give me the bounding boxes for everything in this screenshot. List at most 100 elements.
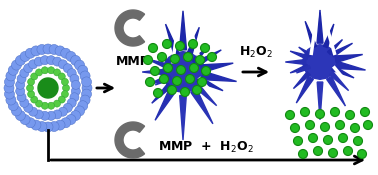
Polygon shape <box>303 45 337 79</box>
Circle shape <box>195 55 204 65</box>
Circle shape <box>70 93 79 102</box>
Circle shape <box>63 103 72 112</box>
Circle shape <box>40 111 50 120</box>
Circle shape <box>324 135 333 145</box>
Circle shape <box>197 78 206 86</box>
Circle shape <box>74 106 85 116</box>
Circle shape <box>61 78 68 85</box>
Circle shape <box>24 64 33 73</box>
Circle shape <box>61 118 71 128</box>
Circle shape <box>31 46 41 56</box>
Circle shape <box>48 67 55 74</box>
Polygon shape <box>163 52 203 92</box>
Polygon shape <box>296 76 313 103</box>
Circle shape <box>55 46 65 56</box>
Circle shape <box>67 69 76 78</box>
Polygon shape <box>327 40 342 55</box>
Circle shape <box>82 83 92 93</box>
Polygon shape <box>296 65 310 73</box>
Text: MMP  +  H$_2$O$_2$: MMP + H$_2$O$_2$ <box>158 139 254 155</box>
Circle shape <box>163 40 172 48</box>
Circle shape <box>82 89 91 99</box>
Circle shape <box>71 111 81 121</box>
Polygon shape <box>327 76 345 106</box>
Circle shape <box>61 48 71 58</box>
Circle shape <box>26 85 34 92</box>
Circle shape <box>146 78 155 86</box>
Polygon shape <box>317 10 323 43</box>
Circle shape <box>186 75 195 83</box>
Circle shape <box>54 69 60 76</box>
Circle shape <box>328 149 338 158</box>
Circle shape <box>28 91 34 98</box>
Polygon shape <box>148 59 169 69</box>
Circle shape <box>78 65 88 75</box>
Text: H$_2$O$_2$: H$_2$O$_2$ <box>239 45 273 60</box>
Polygon shape <box>331 43 353 57</box>
Circle shape <box>53 57 62 66</box>
Circle shape <box>336 121 344 130</box>
Circle shape <box>339 134 347 142</box>
Circle shape <box>189 64 198 72</box>
Polygon shape <box>202 71 237 81</box>
Circle shape <box>189 40 197 48</box>
Circle shape <box>172 76 181 86</box>
Circle shape <box>153 89 163 97</box>
Circle shape <box>361 107 370 117</box>
Circle shape <box>31 96 38 103</box>
Circle shape <box>43 122 53 132</box>
Polygon shape <box>115 10 144 46</box>
Circle shape <box>71 87 80 96</box>
Circle shape <box>58 96 65 103</box>
Circle shape <box>66 51 76 61</box>
Circle shape <box>67 98 76 107</box>
Circle shape <box>316 110 324 118</box>
Circle shape <box>78 101 88 111</box>
Circle shape <box>17 93 26 102</box>
Circle shape <box>15 87 25 96</box>
Polygon shape <box>290 51 308 60</box>
Circle shape <box>181 88 189 96</box>
Circle shape <box>6 71 16 81</box>
Circle shape <box>8 65 18 75</box>
Circle shape <box>5 77 14 87</box>
Circle shape <box>5 89 14 99</box>
Circle shape <box>34 57 43 66</box>
Circle shape <box>350 124 359 132</box>
Circle shape <box>25 48 35 58</box>
Circle shape <box>15 111 25 121</box>
Circle shape <box>20 51 30 61</box>
Circle shape <box>321 122 330 131</box>
Circle shape <box>61 91 68 98</box>
Circle shape <box>70 74 79 83</box>
Circle shape <box>299 149 307 159</box>
Polygon shape <box>166 24 179 55</box>
Circle shape <box>41 67 48 74</box>
Polygon shape <box>330 72 349 91</box>
Circle shape <box>29 60 37 69</box>
Circle shape <box>74 60 85 70</box>
Circle shape <box>49 44 59 54</box>
Circle shape <box>15 80 25 89</box>
Polygon shape <box>194 83 217 106</box>
Circle shape <box>58 107 67 116</box>
Circle shape <box>46 56 56 65</box>
Circle shape <box>192 86 201 95</box>
Circle shape <box>330 107 339 117</box>
Circle shape <box>20 98 29 107</box>
Polygon shape <box>336 61 366 70</box>
Circle shape <box>285 110 294 120</box>
Circle shape <box>291 124 299 132</box>
Circle shape <box>31 120 41 130</box>
Circle shape <box>177 65 186 75</box>
Polygon shape <box>152 83 172 103</box>
Polygon shape <box>180 11 186 50</box>
Circle shape <box>150 66 160 75</box>
Circle shape <box>293 136 302 145</box>
Circle shape <box>54 100 60 107</box>
Circle shape <box>345 110 355 120</box>
Circle shape <box>170 54 180 64</box>
Circle shape <box>183 52 192 61</box>
Circle shape <box>364 121 372 130</box>
Polygon shape <box>155 76 172 85</box>
